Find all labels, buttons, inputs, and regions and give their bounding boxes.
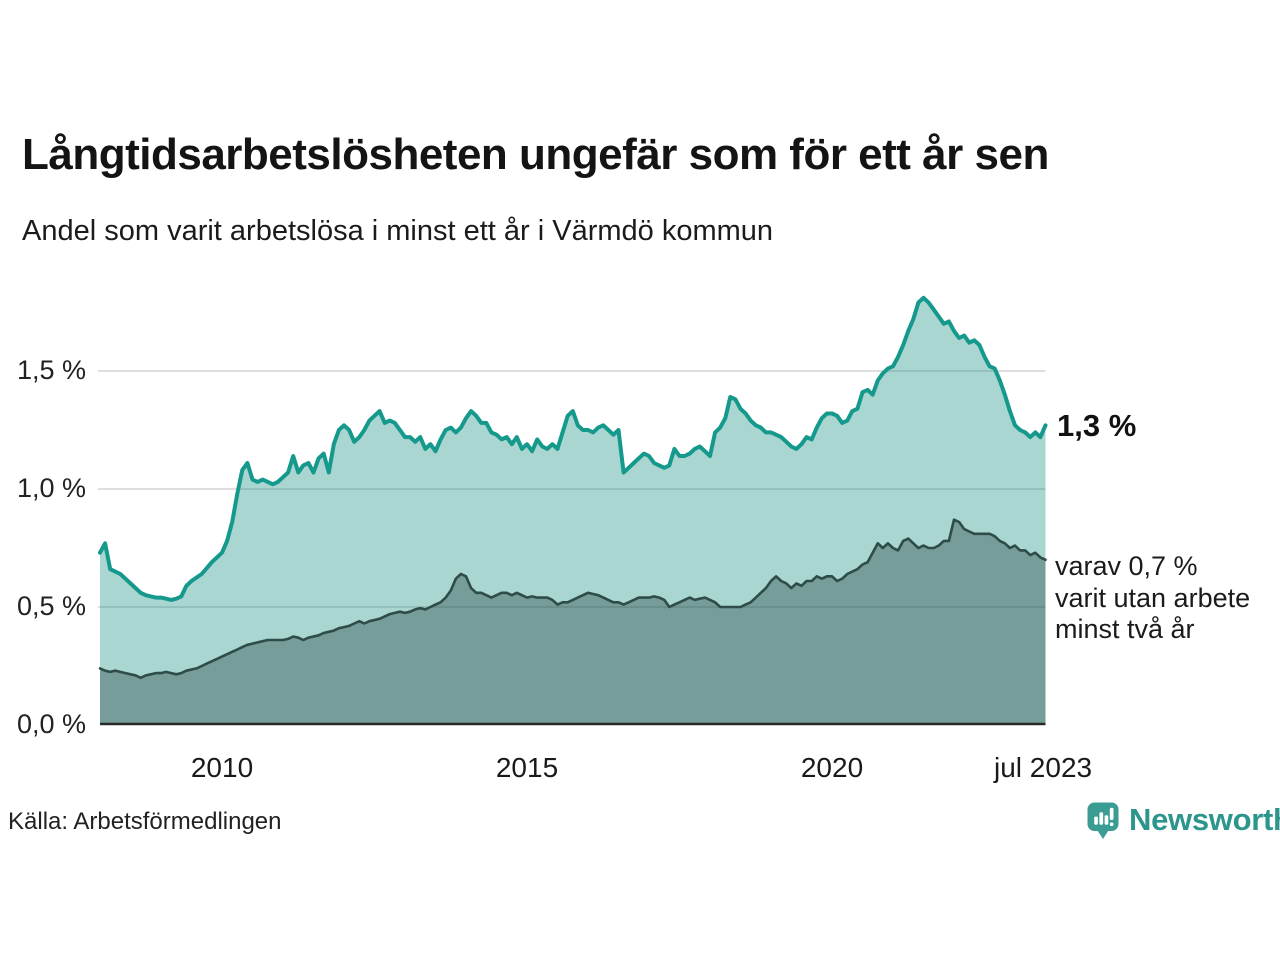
x-tick-label: 2010 bbox=[190, 752, 254, 783]
newsworthy-wordmark: Newsworthy bbox=[1129, 802, 1280, 837]
y-tick-label: 0,5 % bbox=[16, 591, 86, 621]
latest-value-label: 1,3 % bbox=[1057, 408, 1137, 443]
series-min-two-years-line bbox=[98, 518, 1047, 680]
newsworthy-logo: Newsworthy bbox=[1086, 801, 1280, 842]
y-tick-label: 1,5 % bbox=[16, 355, 86, 385]
series-min-two-years-area bbox=[100, 519, 1046, 725]
page-subtitle: Andel som varit arbetslösa i minst ett å… bbox=[22, 215, 774, 247]
secondary-series-annotation: varav 0,7 % varit utan arbete minst två … bbox=[1055, 551, 1250, 646]
x-tick-label: 2015 bbox=[495, 752, 559, 783]
page-title: Långtidsarbetslösheten ungefär som för e… bbox=[22, 130, 1049, 179]
annotation-line-1: varav 0,7 % bbox=[1055, 551, 1198, 581]
annotation-line-3: minst två år bbox=[1055, 614, 1195, 644]
annotation-line-2: varit utan arbete bbox=[1055, 582, 1251, 613]
series-min-one-year-line bbox=[98, 295, 1048, 602]
series-min-one-year-area bbox=[100, 297, 1046, 725]
y-tick-label: 0,0 % bbox=[16, 709, 86, 739]
x-tick-label: 2020 bbox=[800, 752, 864, 783]
newsworthy-logo-icon bbox=[1087, 802, 1119, 839]
x-tick-label: jul 2023 bbox=[994, 752, 1093, 783]
source-attribution: Källa: Arbetsförmedlingen bbox=[8, 808, 282, 835]
y-tick-label: 1,0 % bbox=[16, 473, 86, 503]
